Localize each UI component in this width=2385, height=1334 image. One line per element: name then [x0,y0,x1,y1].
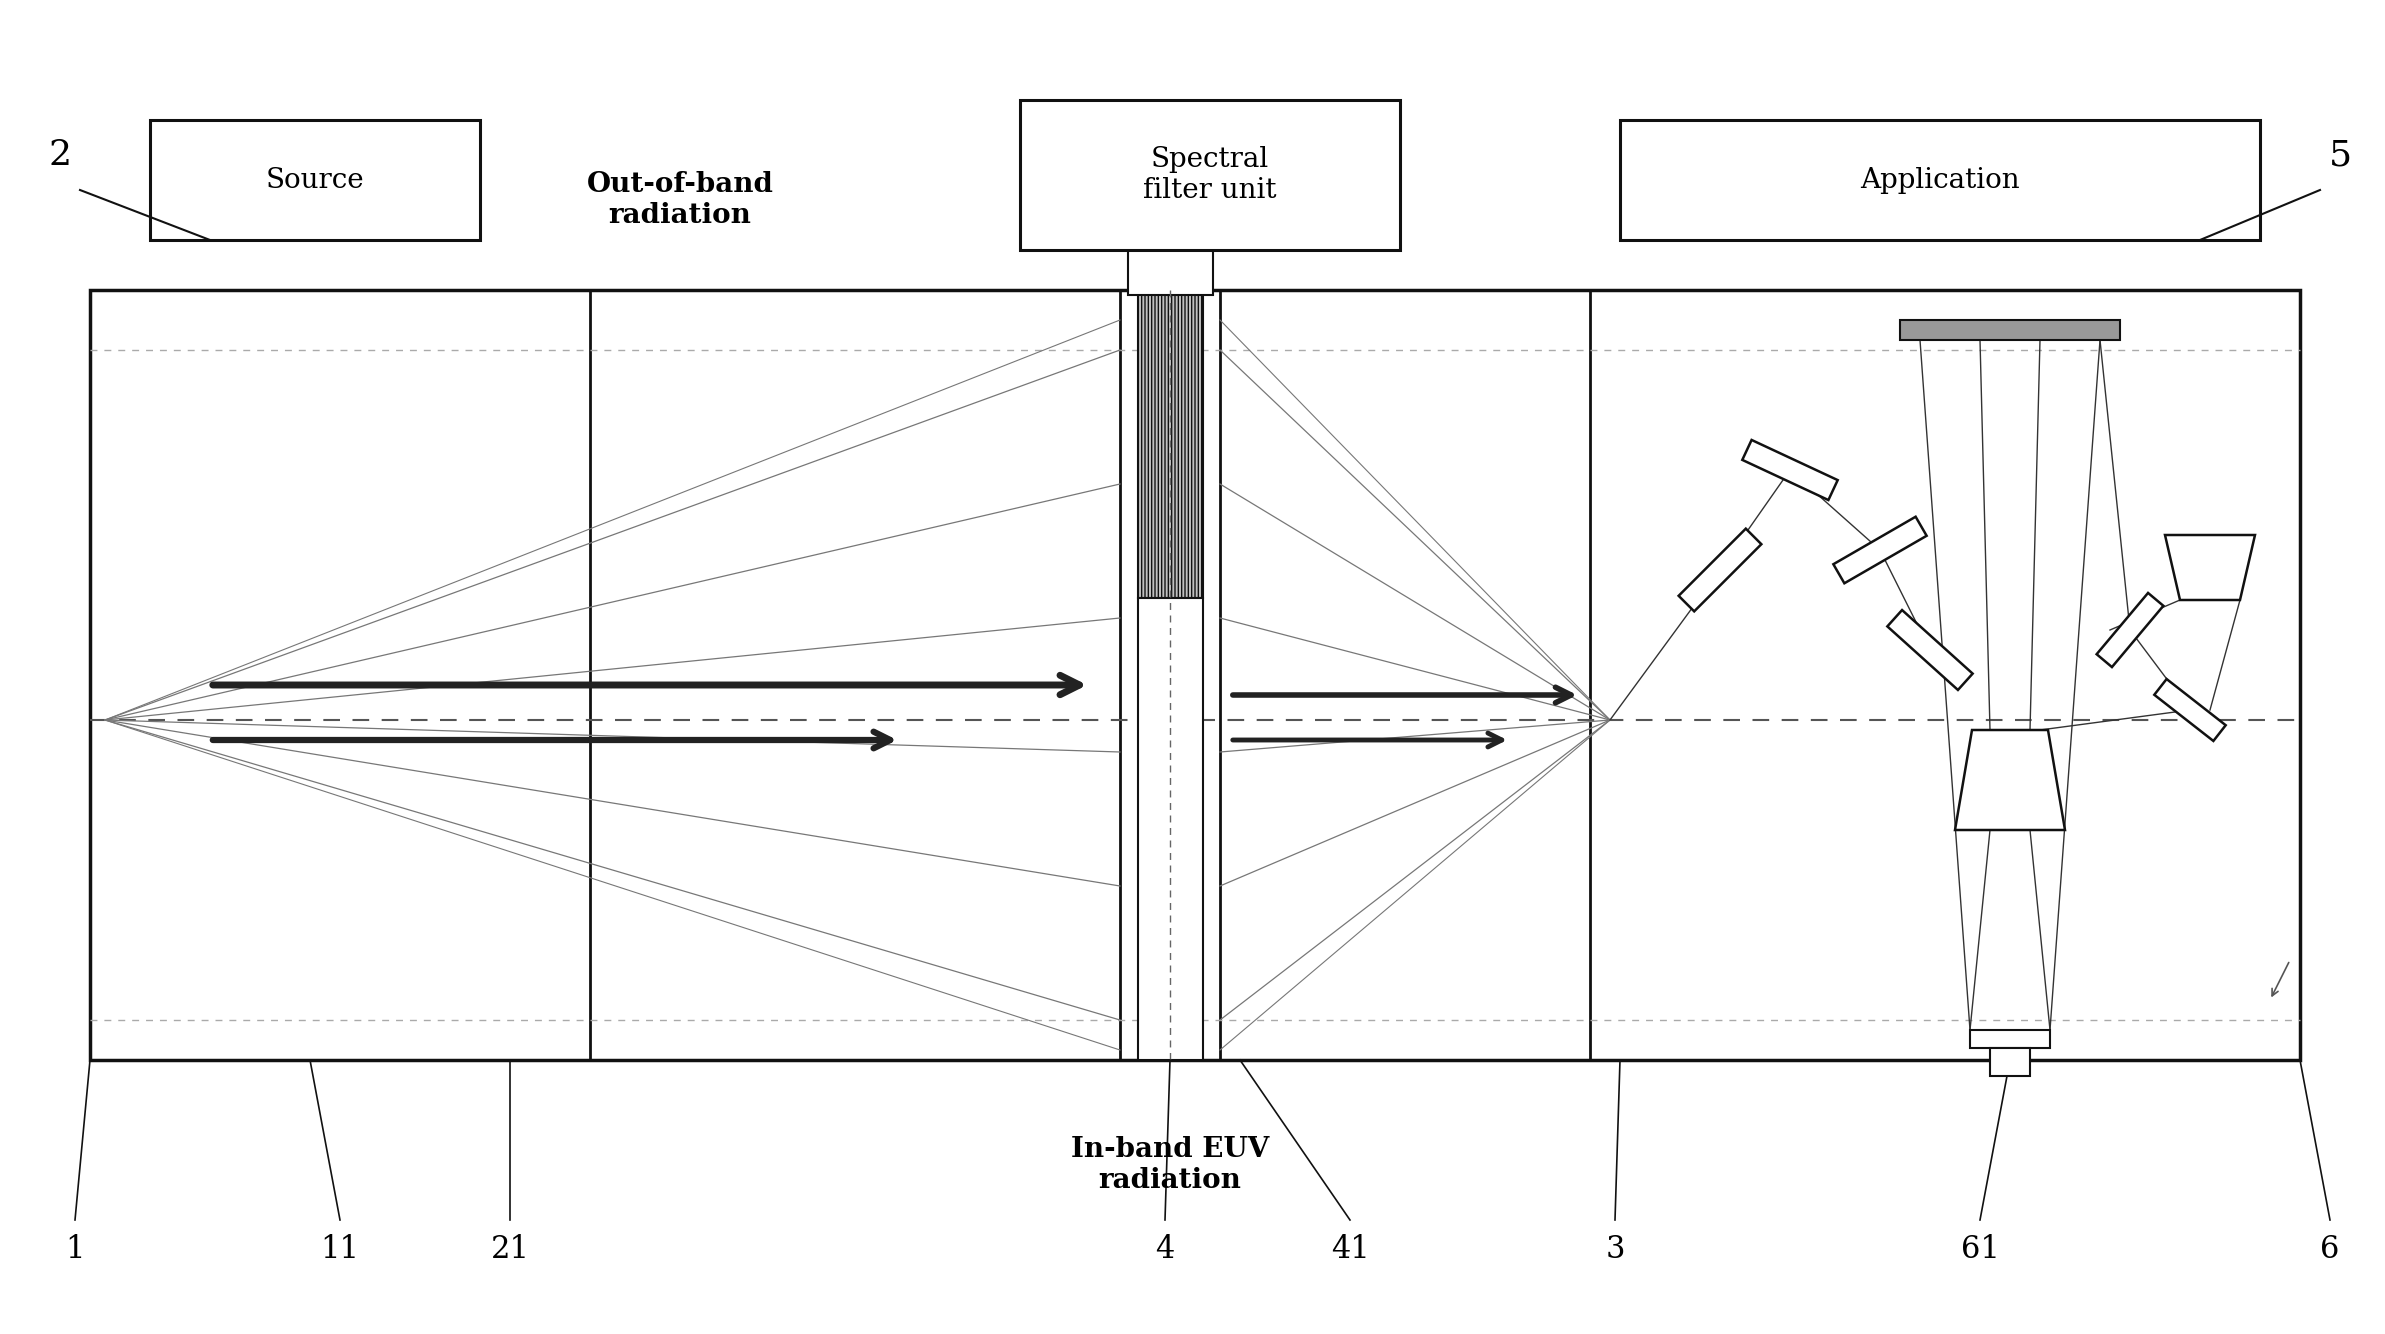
Bar [91,289,2299,1061]
Text: 61: 61 [1960,1234,1999,1266]
Bar [1123,135,1216,175]
Bar [1989,1049,2030,1077]
Text: 21: 21 [491,1234,529,1266]
Text: 2: 2 [48,137,72,172]
Text: 5: 5 [2328,137,2352,172]
Text: 4: 4 [1154,1234,1176,1266]
Bar [1021,100,1400,249]
Polygon shape [2096,592,2163,667]
Text: Source: Source [265,167,365,193]
Bar [1128,169,1212,295]
Polygon shape [1887,610,1972,690]
Polygon shape [1834,516,1927,583]
Text: Application: Application [1860,167,2020,193]
Text: Spectral
filter unit: Spectral filter unit [1142,145,1276,204]
Polygon shape [2166,535,2254,600]
Text: 11: 11 [320,1234,360,1266]
Bar [1901,320,2120,340]
Bar [1970,1030,2051,1049]
Polygon shape [1743,440,1839,500]
Text: Out-of-band
radiation: Out-of-band radiation [587,171,773,229]
Polygon shape [1956,730,2065,830]
Bar [1138,289,1202,598]
Text: In-band EUV
radiation: In-band EUV radiation [1071,1135,1269,1194]
Text: 3: 3 [1605,1234,1624,1266]
Text: 1: 1 [64,1234,86,1266]
Bar [150,120,479,240]
Bar [1619,120,2261,240]
Text: 6: 6 [2321,1234,2340,1266]
Polygon shape [2154,679,2225,740]
Text: 41: 41 [1331,1234,1369,1266]
Bar [1138,598,1202,1061]
Polygon shape [1679,528,1763,611]
